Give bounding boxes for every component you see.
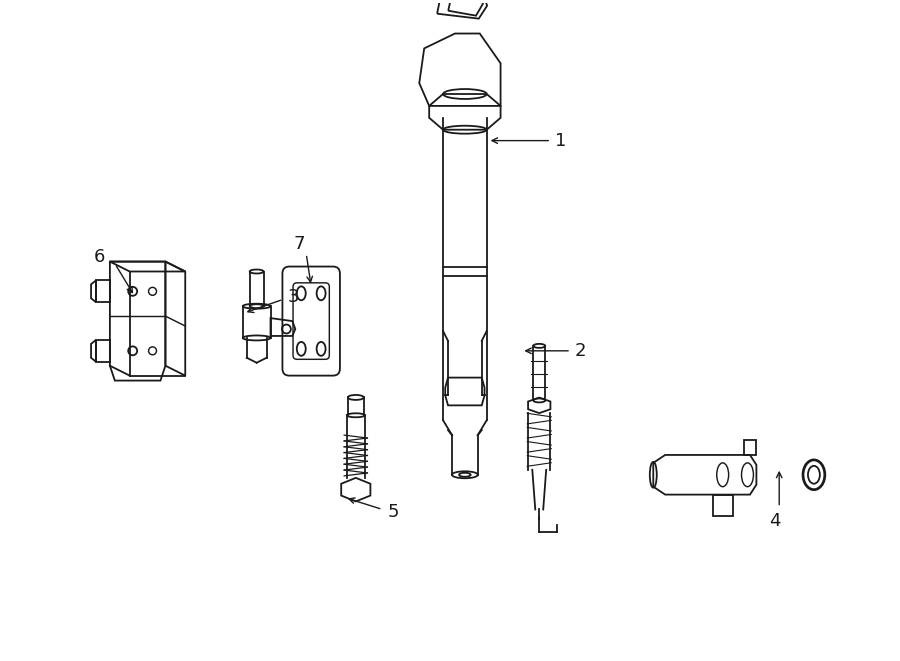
- Text: 7: 7: [293, 235, 305, 253]
- Text: 5: 5: [388, 504, 399, 522]
- Text: 1: 1: [555, 132, 566, 149]
- Text: 6: 6: [94, 248, 104, 266]
- Text: 3: 3: [287, 288, 299, 306]
- Text: 4: 4: [770, 512, 781, 530]
- Text: 2: 2: [575, 342, 587, 360]
